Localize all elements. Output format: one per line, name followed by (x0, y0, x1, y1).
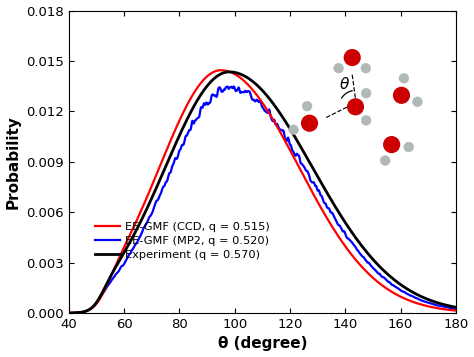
EE-GMF (MP2, q = 0.520) (371, 266, 376, 271)
Experiment (q = 0.570) (244, 75, 250, 80)
Experiment (q = 0.570) (86, 308, 91, 312)
Legend: EE-GMF (CCD, q = 0.515), EE-GMF (MP2, q = 0.520), Experiment (q = 0.570): EE-GMF (CCD, q = 0.515), EE-GMF (MP2, q … (90, 218, 274, 265)
Circle shape (301, 115, 318, 131)
EE-GMF (CCD, q = 0.515) (442, 307, 447, 311)
Line: EE-GMF (CCD, q = 0.515): EE-GMF (CCD, q = 0.515) (69, 70, 456, 313)
Line: EE-GMF (MP2, q = 0.520): EE-GMF (MP2, q = 0.520) (69, 86, 456, 313)
EE-GMF (MP2, q = 0.520) (244, 90, 250, 94)
EE-GMF (MP2, q = 0.520) (225, 84, 230, 89)
EE-GMF (CCD, q = 0.515) (255, 94, 260, 98)
Circle shape (361, 63, 371, 73)
X-axis label: θ (degree): θ (degree) (218, 336, 307, 351)
Circle shape (412, 97, 422, 107)
EE-GMF (MP2, q = 0.520) (86, 308, 91, 312)
Circle shape (334, 63, 344, 73)
Circle shape (302, 101, 312, 111)
EE-GMF (MP2, q = 0.520) (442, 305, 447, 309)
Circle shape (361, 88, 371, 98)
EE-GMF (CCD, q = 0.515) (371, 276, 376, 281)
Circle shape (347, 99, 364, 115)
EE-GMF (MP2, q = 0.520) (442, 305, 447, 309)
EE-GMF (CCD, q = 0.515) (86, 308, 91, 312)
Circle shape (380, 156, 390, 166)
EE-GMF (MP2, q = 0.520) (453, 307, 459, 311)
Text: $\theta$: $\theta$ (339, 76, 350, 92)
Experiment (q = 0.570) (255, 83, 260, 87)
Line: Experiment (q = 0.570): Experiment (q = 0.570) (69, 72, 456, 313)
Y-axis label: Probability: Probability (6, 115, 20, 209)
Circle shape (393, 87, 410, 103)
Experiment (q = 0.570) (442, 303, 447, 307)
Circle shape (384, 137, 400, 152)
Circle shape (344, 50, 360, 65)
Experiment (q = 0.570) (66, 311, 72, 315)
Circle shape (399, 73, 409, 83)
EE-GMF (CCD, q = 0.515) (66, 311, 72, 315)
Experiment (q = 0.570) (226, 70, 232, 74)
Circle shape (289, 125, 299, 135)
Experiment (q = 0.570) (453, 305, 459, 310)
EE-GMF (CCD, q = 0.515) (218, 68, 224, 72)
EE-GMF (CCD, q = 0.515) (442, 307, 447, 311)
Experiment (q = 0.570) (442, 303, 447, 307)
EE-GMF (CCD, q = 0.515) (244, 81, 250, 86)
Circle shape (404, 142, 414, 152)
EE-GMF (MP2, q = 0.520) (66, 311, 72, 315)
Circle shape (361, 115, 371, 125)
EE-GMF (MP2, q = 0.520) (255, 98, 260, 102)
EE-GMF (CCD, q = 0.515) (453, 308, 459, 313)
Experiment (q = 0.570) (371, 258, 376, 262)
